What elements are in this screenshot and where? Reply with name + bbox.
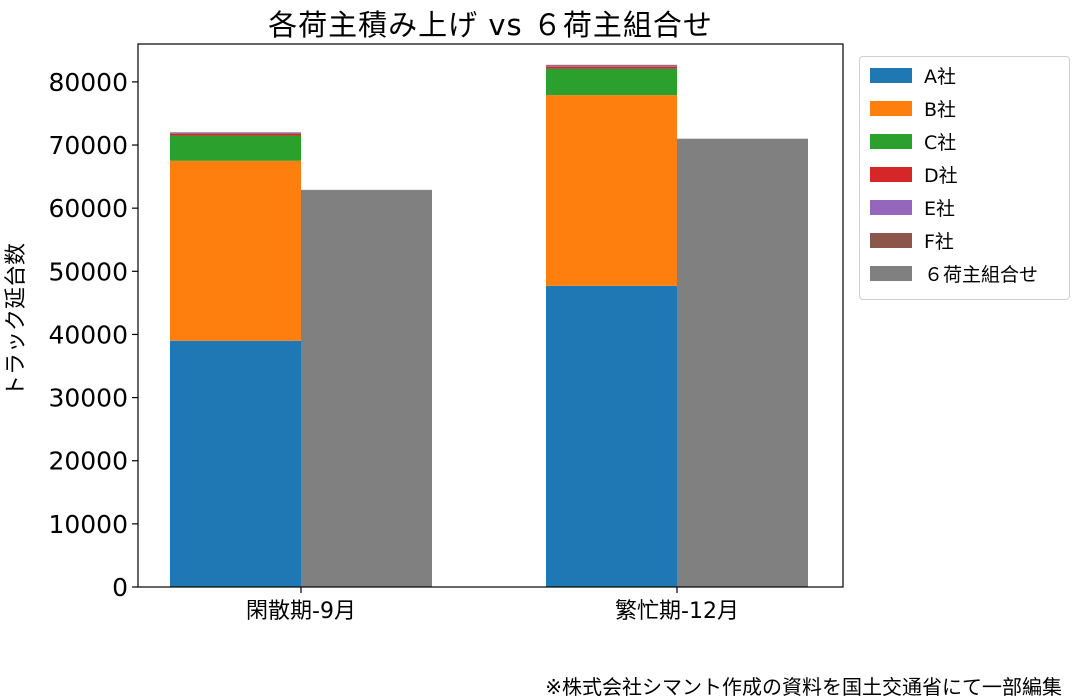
legend-item: C社 [860,129,957,154]
legend-item: B社 [860,96,957,121]
x-tick-label: 閑散期-9月 [246,599,356,624]
legend-swatch [870,199,912,215]
legend: A社 B社 C社 D社 E社 F社 ６荷主組合せ [859,56,1070,300]
legend-label: C社 [924,131,957,154]
bar-A社-1 [546,285,677,587]
y-tick-label: 30000 [48,384,128,413]
bar-combined-1 [677,138,808,588]
bar-C社-0 [170,135,301,161]
legend-swatch [870,265,912,281]
legend-swatch [870,100,912,116]
legend-swatch [870,166,912,182]
legend-label: E社 [924,197,956,220]
legend-label: B社 [924,98,957,121]
bar-A社-0 [170,340,301,587]
x-tick-label: 繁忙期-12月 [615,599,739,624]
bar-F社-1 [546,64,677,66]
legend-swatch [870,232,912,248]
legend-item: E社 [860,195,956,220]
y-tick-label: 70000 [48,131,128,160]
y-tick-label: 20000 [48,447,128,476]
legend-swatch [870,133,912,149]
bar-B社-0 [170,160,301,341]
legend-swatch [870,67,912,83]
y-tick-label: 0 [112,573,128,602]
bar-E社-0 [170,133,301,134]
y-tick-label: 40000 [48,320,128,349]
plot-frame [137,43,844,588]
legend-label: A社 [924,65,956,88]
y-tick-label: 50000 [48,257,128,286]
legend-label: F社 [924,230,954,253]
bar-D社-1 [546,66,677,69]
bar-E社-1 [546,65,677,67]
y-axis-label: トラック延台数 [4,242,29,398]
chart-title: 各荷主積み上げ vs ６荷主組合せ [268,8,713,42]
legend-label: ６荷主組合せ [924,263,1039,286]
legend-item: ６荷主組合せ [860,261,1039,286]
y-tick-label: 60000 [48,194,128,223]
bar-C社-1 [546,68,677,96]
bar-D社-0 [170,133,301,136]
bar-F社-0 [170,132,301,134]
y-tick-label: 10000 [48,510,128,539]
bar-B社-1 [546,95,677,286]
footnote: ※株式会社シマント作成の資料を国土交通省にて一部編集 [545,675,1062,699]
legend-item: F社 [860,228,954,253]
bar-combined-0 [301,189,432,587]
legend-item: A社 [860,63,956,88]
y-tick-label: 80000 [48,68,128,97]
legend-item: D社 [860,162,958,187]
legend-label: D社 [924,164,958,187]
